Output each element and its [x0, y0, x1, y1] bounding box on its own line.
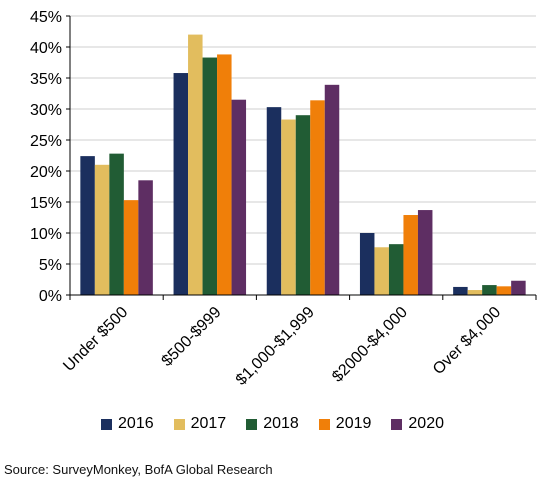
bar-2016 [173, 73, 189, 295]
legend-item-2018: 2018 [246, 415, 299, 433]
legend-swatch [391, 418, 403, 430]
legend-swatch [318, 418, 330, 430]
x-tick-label: $500-$999 [159, 304, 225, 370]
y-tick-label: 15% [30, 195, 62, 212]
legend-swatch [101, 418, 113, 430]
legend-label: 2019 [335, 415, 372, 432]
bar-2018 [388, 244, 404, 295]
bar-2016 [80, 156, 95, 295]
y-tick-label: 10% [30, 226, 62, 243]
legend-item-2016: 2016 [101, 415, 154, 433]
bar-2019 [123, 200, 139, 295]
bar-2020 [511, 280, 526, 295]
y-tick-label: 40% [30, 40, 62, 57]
legend-item-2017: 2017 [173, 415, 227, 433]
y-tick-label: 25% [30, 133, 62, 150]
y-tick-labels: 0% 5% 10% 15% 20% 25% 30% 35% 40% 45% [30, 9, 62, 305]
bar-2017 [374, 247, 389, 295]
bars [80, 34, 526, 295]
legend-label: 2018 [263, 415, 299, 432]
bar-2016 [359, 233, 375, 295]
legend-label: 2020 [408, 415, 444, 432]
bar-2019 [403, 215, 418, 295]
bar-2018 [482, 285, 497, 295]
y-tick-label: 5% [39, 257, 62, 274]
legend-swatch [246, 418, 258, 430]
bar-2016 [453, 286, 468, 295]
bar-2020 [417, 210, 433, 295]
bar-2020 [324, 84, 340, 295]
bar-2016 [266, 107, 282, 295]
x-tick-labels: Under $500 $500-$999 $1,000-$1,999 $2000-$4… [60, 304, 504, 389]
bar-2017 [281, 119, 296, 295]
y-tick-label: 0% [39, 288, 62, 305]
y-tick-label: 30% [30, 102, 62, 119]
legend-item-2019: 2019 [318, 415, 372, 433]
bar-2018 [109, 153, 124, 295]
bar-2017 [188, 34, 203, 295]
y-tick-label: 35% [30, 71, 62, 88]
source-note: Source: SurveyMonkey, BofA Global Resear… [4, 462, 273, 477]
bar-2019 [217, 54, 232, 295]
axes [66, 15, 537, 300]
x-tick-label: Over $4,000 [430, 304, 504, 378]
bar-2018 [202, 57, 218, 295]
legend-item-2020: 2020 [391, 415, 444, 433]
bar-2018 [295, 115, 311, 295]
bar-2017 [467, 290, 483, 295]
bar-2020 [231, 99, 247, 295]
bar-2017 [94, 164, 110, 295]
y-tick-label: 20% [30, 164, 62, 181]
bar-2019 [496, 286, 512, 295]
bar-2020 [138, 180, 153, 295]
y-tick-label: 45% [30, 9, 62, 26]
legend-label: 2017 [190, 415, 227, 432]
x-tick-label: $2000-$4,000 [329, 304, 411, 386]
x-tick-label: $1,000-$1,999 [233, 304, 318, 389]
legend-label: 2016 [118, 415, 154, 432]
legend-swatch [173, 418, 185, 430]
x-tick-label: Under $500 [60, 304, 131, 375]
bar-2019 [310, 100, 325, 295]
legend: 2016 2017 2018 2019 2020 [0, 415, 545, 433]
